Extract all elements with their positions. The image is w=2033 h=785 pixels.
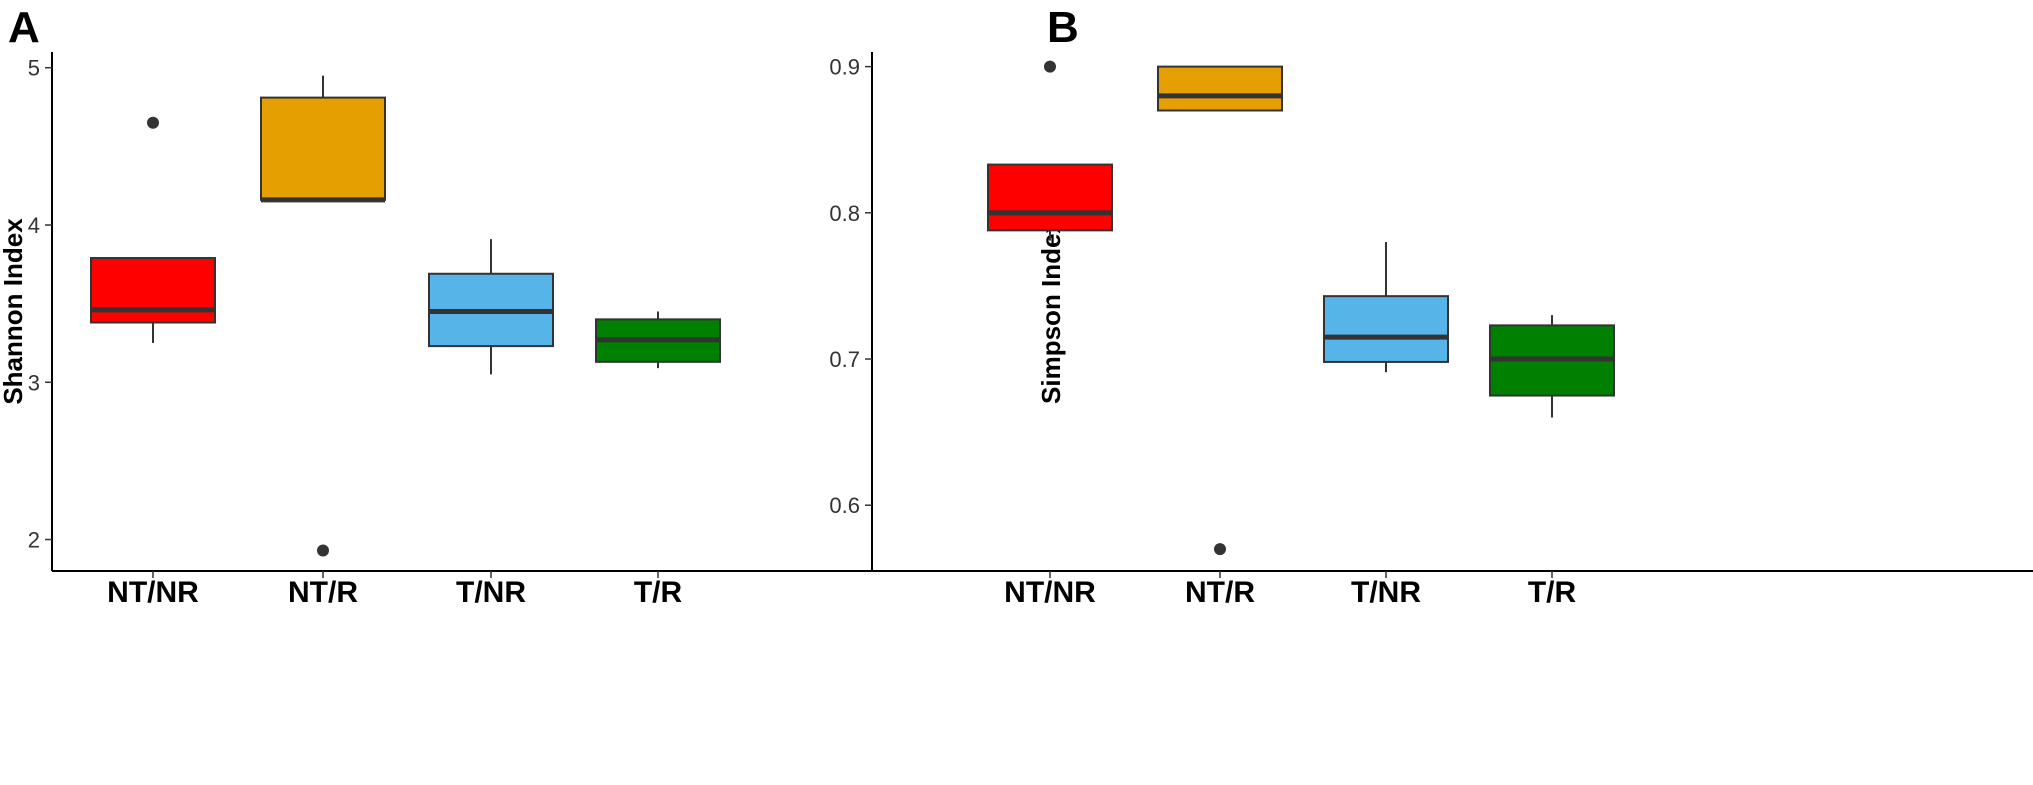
panel-a-box-nt-nr — [90, 116, 216, 343]
iqr-box — [90, 257, 216, 324]
panel-b-xtick-label: T/R — [1528, 576, 1577, 609]
panel-b-ytick-label: 0.7 — [829, 347, 860, 372]
outlier-point — [1044, 60, 1056, 73]
iqr-box — [260, 96, 386, 201]
outlier-point — [147, 116, 159, 129]
panel-b-box-t-r — [1489, 315, 1615, 418]
panel-b-box-t-nr — [1323, 242, 1449, 373]
panel-b-y-axis-label: Simpson Index — [1036, 219, 1066, 404]
panel-b-ytick-label: 0.9 — [829, 55, 860, 80]
iqr-box — [987, 163, 1113, 232]
panel-letter-a: A — [8, 3, 40, 52]
panel-a-box-nt-r — [260, 75, 386, 557]
panel-a-ytick-label: 3 — [28, 370, 40, 395]
panel-b-xtick-label: T/NR — [1351, 576, 1421, 609]
panel-b-xtick-label: NT/NR — [1004, 576, 1096, 609]
outlier-point — [1214, 543, 1226, 556]
iqr-box — [1323, 295, 1449, 363]
panel-b-ytick-label: 0.6 — [829, 493, 860, 518]
panel-b-box-nt-r — [1157, 65, 1283, 556]
panel-a-xtick-label: NT/R — [288, 576, 358, 609]
panel-a-xtick-label: T/NR — [456, 576, 526, 609]
iqr-box — [1157, 65, 1283, 112]
panel-letter-b: B — [1047, 3, 1079, 52]
panel-a-xtick-label: NT/NR — [107, 576, 199, 609]
panel-b: B 0.6 0.7 0.8 0.9 Simpson Index NT/NR NT/R T/NR… — [829, 3, 2033, 609]
panel-a: A 2 3 4 5 Shannon Index NT/NR NT/R T/NR T/R — [0, 3, 1015, 609]
panel-b-ytick-label: 0.8 — [829, 201, 860, 226]
panel-a-ytick-label: 5 — [28, 56, 40, 81]
panel-a-ytick-label: 2 — [28, 528, 40, 553]
panel-b-box-nt-nr — [987, 60, 1113, 241]
panel-b-xtick-label: NT/R — [1185, 576, 1255, 609]
panel-a-ytick-label: 4 — [28, 213, 40, 238]
panel-a-xtick-label: T/R — [634, 576, 683, 609]
panel-a-box-t-nr — [428, 239, 554, 375]
outlier-point — [317, 544, 329, 557]
panel-a-y-axis-label: Shannon Index — [0, 218, 28, 405]
panel-a-box-t-r — [595, 311, 721, 369]
